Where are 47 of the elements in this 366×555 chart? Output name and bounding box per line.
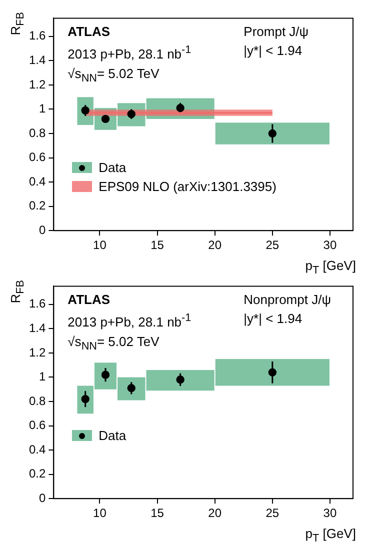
x-tick-label: 20 — [208, 506, 222, 520]
point — [176, 376, 184, 384]
annotation: √s$_{NN}$= 5.02 TeV — [68, 332, 160, 354]
legend-label: EPS09 NLO (arXiv:1301.3395) — [98, 178, 276, 196]
y-tick-label: 1.6 — [28, 28, 46, 43]
x-tick-label: 25 — [266, 238, 280, 252]
annotation: ATLAS — [68, 291, 112, 310]
annotation: 2013 p+Pb, 28.1 nb$^{-1}$ — [68, 43, 192, 64]
y-tick-label: 0.8 — [28, 126, 46, 140]
y-tick-label: 1.6 — [28, 296, 46, 311]
x-tick-label: 30 — [323, 506, 337, 520]
x-axis-title: p$_{T}$ [GeV] — [305, 257, 356, 279]
point — [268, 368, 277, 376]
x-tick-label: 15 — [150, 506, 164, 520]
annotation: ATLAS — [68, 23, 112, 42]
y-tick-label: 0.8 — [28, 394, 46, 408]
y-tick-label: 0.2 — [28, 198, 46, 213]
y-tick-label: 0 — [38, 222, 46, 237]
annotation: |y*| < 1.94 — [244, 310, 304, 328]
y-tick-label: 0 — [38, 490, 46, 505]
legend-label: Data — [98, 159, 126, 178]
x-tick-label: 10 — [93, 238, 107, 252]
x-tick-label: 20 — [208, 238, 222, 252]
x-axis-title: p$_{T}$ [GeV] — [305, 525, 356, 547]
annotation: 2013 p+Pb, 28.1 nb$^{-1}$ — [68, 311, 192, 332]
point — [176, 104, 184, 112]
x-tick-label: 10 — [93, 506, 107, 520]
y-tick-label: 1.4 — [28, 320, 46, 335]
y-tick-label: 0.2 — [28, 466, 46, 481]
annotation: |y*| < 1.94 — [244, 42, 304, 60]
y-tick-label: 1 — [38, 370, 46, 384]
point — [268, 129, 277, 138]
x-tick-label: 15 — [150, 238, 164, 252]
y-tick-label: 1.2 — [28, 77, 46, 92]
y-tick-label: 0.6 — [28, 150, 46, 164]
annotation: √s$_{NN}$= 5.02 TeV — [68, 64, 160, 86]
y-tick-label: 0.4 — [28, 174, 46, 188]
x-tick-label: 25 — [266, 506, 280, 520]
annotation: Prompt J/ψ — [244, 23, 309, 42]
y-tick-label: 0.4 — [28, 442, 46, 456]
y-tick-label: 1 — [38, 102, 46, 116]
legend-label: Data — [98, 427, 126, 446]
y-tick-label: 0.6 — [28, 418, 46, 432]
x-tick-label: 30 — [323, 238, 337, 252]
y-tick-label: 1.4 — [28, 52, 46, 67]
y-tick-label: 1.2 — [28, 345, 46, 360]
annotation: Nonprompt J/ψ — [244, 291, 331, 310]
